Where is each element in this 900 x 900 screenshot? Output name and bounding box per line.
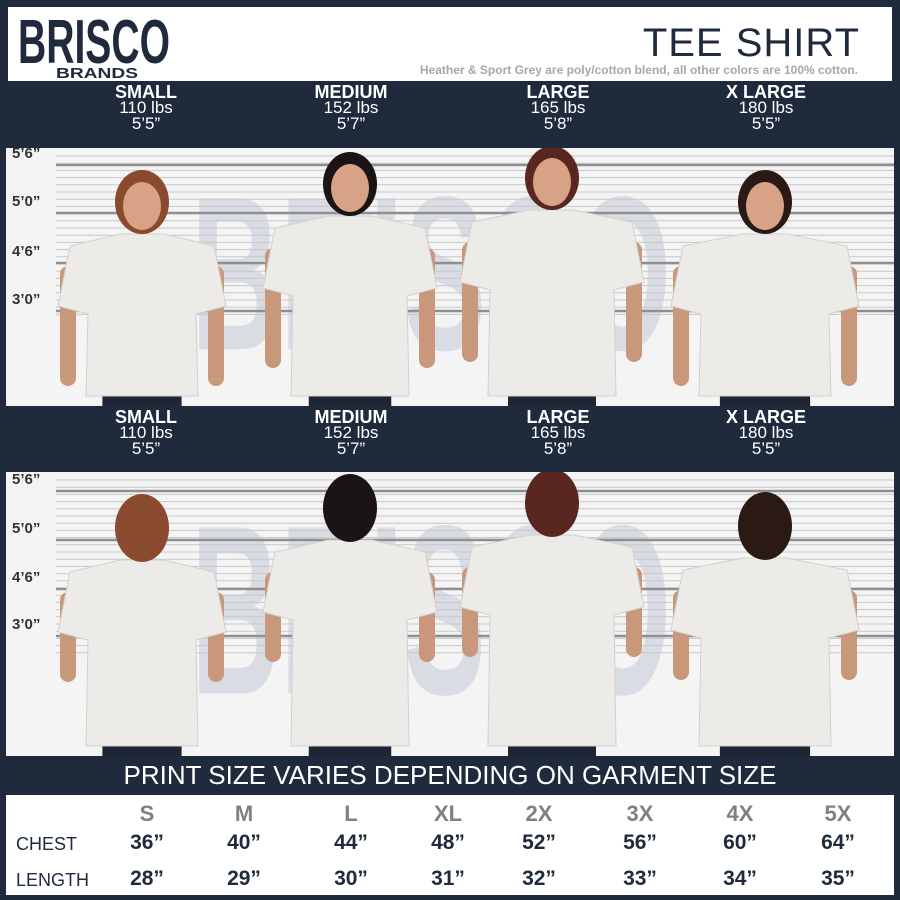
- measurement-cell: 29”: [227, 867, 261, 890]
- measurement-cell: 36”: [130, 831, 164, 854]
- measurement-cell: 30”: [334, 867, 368, 890]
- size-header: 2X: [525, 801, 553, 826]
- model-height: 5’5”: [751, 114, 781, 133]
- height-mark-label: 5’0”: [12, 193, 41, 210]
- page-title: TEE SHIRT: [642, 21, 860, 65]
- height-mark-label: 5’6”: [12, 148, 41, 162]
- model-weight: 110 lbs: [119, 423, 173, 442]
- model-size: LARGE: [526, 82, 590, 102]
- svg-text:BRANDS: BRANDS: [56, 65, 138, 81]
- model-figure: [670, 492, 860, 756]
- height-mark-label: 5’0”: [12, 520, 41, 537]
- model-height: 5’5”: [131, 114, 161, 133]
- model-weight: 165 lbs: [530, 423, 586, 442]
- brisco-brands-logo: BRISCO BRANDS: [16, 8, 176, 82]
- model-weight: 165 lbs: [530, 98, 586, 117]
- model-figure: [57, 170, 227, 406]
- back-view-photo: BRISCO5’6”5’0”4’6”3’0”: [6, 472, 894, 756]
- measurement-cell: 40”: [227, 831, 261, 854]
- measurement-cell: 52”: [522, 831, 556, 854]
- measurement-cell: 56”: [623, 831, 657, 854]
- header: BRISCO BRANDS TEE SHIRT Heather & Sport …: [8, 7, 892, 82]
- model-figure: [459, 472, 645, 756]
- model-figure: [262, 152, 438, 406]
- height-mark-label: 5’6”: [12, 472, 41, 488]
- model-size: SMALL: [115, 82, 177, 102]
- model-weight: 152 lbs: [323, 423, 379, 442]
- model-size: SMALL: [115, 407, 177, 427]
- model-weight: 110 lbs: [119, 98, 173, 117]
- size-header: XL: [433, 801, 463, 826]
- row-label: CHEST: [16, 834, 78, 854]
- size-header: L: [344, 801, 358, 826]
- measurement-cell: 60”: [723, 831, 757, 854]
- print-size-banner: PRINT SIZE VARIES DEPENDING ON GARMENT S…: [123, 760, 777, 790]
- model-height: 5’5”: [131, 439, 161, 458]
- model-height: 5’8”: [543, 439, 573, 458]
- model-height: 5’8”: [543, 114, 573, 133]
- height-mark-label: 3’0”: [12, 291, 41, 308]
- size-header: 5X: [824, 801, 852, 826]
- model-size: X LARGE: [725, 82, 806, 102]
- height-mark-label: 3’0”: [12, 616, 41, 633]
- size-header: 4X: [726, 801, 754, 826]
- size-header: 3X: [626, 801, 654, 826]
- row-label: LENGTH: [16, 870, 90, 890]
- height-mark-label: 4’6”: [12, 569, 41, 586]
- size-table: S M L XL 2X 3X 4X 5X CHEST 36” 40” 44” 48” 52” 56” 60” 6…: [6, 795, 894, 895]
- model-figure: [262, 474, 438, 756]
- measurement-cell: 32”: [522, 867, 556, 890]
- model-size: MEDIUM: [314, 82, 388, 102]
- model-height: 5’7”: [336, 439, 366, 458]
- height-mark-label: 4’6”: [12, 243, 41, 260]
- model-size: MEDIUM: [314, 407, 388, 427]
- model-height: 5’7”: [336, 114, 366, 133]
- measurement-cell: 64”: [821, 831, 855, 854]
- measurement-cell: 35”: [821, 867, 855, 890]
- measurement-cell: 33”: [623, 867, 657, 890]
- measurement-cell: 28”: [130, 867, 164, 890]
- model-figure: [57, 494, 227, 756]
- model-size: LARGE: [526, 407, 590, 427]
- size-header: M: [234, 801, 254, 826]
- measurement-cell: 44”: [334, 831, 368, 854]
- fabric-note: Heather & Sport Grey are poly/cotton ble…: [419, 63, 858, 77]
- measurement-cell: 48”: [431, 831, 465, 854]
- model-weight: 180 lbs: [738, 423, 794, 442]
- measurement-cell: 34”: [723, 867, 757, 890]
- front-view-photo: BRISCO5’6”5’0”4’6”3’0”: [6, 148, 894, 406]
- model-weight: 152 lbs: [323, 98, 379, 117]
- model-size: X LARGE: [725, 407, 806, 427]
- size-bar-back: SMALL 110 lbs 5’5” MEDIUM 152 lbs 5’7” LARGE…: [0, 407, 900, 473]
- model-height: 5’5”: [751, 439, 781, 458]
- size-bar-front: SMALL 110 lbs 5’5” MEDIUM 152 lbs 5’7” LARGE…: [0, 82, 900, 148]
- measurement-cell: 31”: [431, 867, 465, 890]
- model-figure: [670, 170, 860, 406]
- model-figure: [459, 148, 645, 406]
- model-weight: 180 lbs: [738, 98, 794, 117]
- size-header: S: [139, 801, 155, 826]
